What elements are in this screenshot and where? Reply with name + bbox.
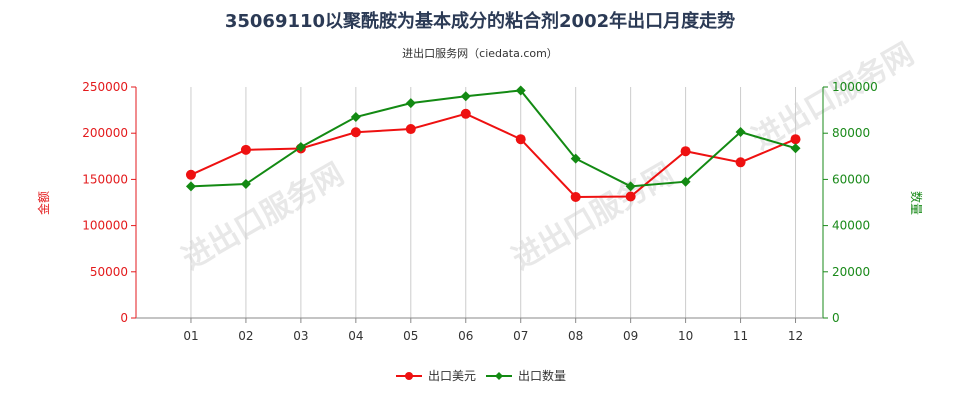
right-tick-label: 20000 (832, 265, 870, 279)
x-tick-label: 10 (678, 329, 693, 343)
data-point (515, 85, 526, 96)
watermark-text: 进出口服务网 (177, 157, 350, 277)
data-point (185, 181, 196, 192)
data-point (570, 191, 581, 202)
right-tick-label: 0 (832, 311, 840, 325)
series (185, 85, 801, 202)
data-point (515, 134, 526, 145)
left-tick-label: 50000 (90, 265, 128, 279)
left-tick-label: 150000 (82, 172, 128, 186)
data-point (185, 169, 196, 180)
legend: 出口美元 出口数量 (396, 368, 566, 383)
x-tick-label: 01 (183, 329, 198, 343)
legend-label: 出口美元 (428, 369, 476, 383)
data-point (405, 124, 416, 135)
series-line (190, 89, 796, 188)
legend-marker (405, 372, 413, 380)
right-tick-label: 100000 (832, 80, 878, 94)
right-tick-label: 80000 (832, 126, 870, 140)
x-tick-label: 03 (293, 329, 308, 343)
data-point (240, 144, 251, 155)
left-axis-label: 金额 (36, 191, 51, 215)
chart-title: 35069110以聚酰胺为基本成分的粘合剂2002年出口月度走势 (225, 10, 735, 32)
x-tick-label: 06 (458, 329, 473, 343)
axes: 0 50000 100000 150000 200000 250000 0 20000 4000… (82, 80, 878, 343)
data-point (240, 179, 251, 190)
x-tick-label: 12 (788, 329, 803, 343)
left-tick-label: 200000 (82, 126, 128, 140)
x-tick-label: 04 (348, 329, 363, 343)
data-point (790, 134, 801, 145)
x-tick-label: 05 (403, 329, 418, 343)
watermark-text: 进出口服务网 (507, 157, 680, 277)
data-point (625, 191, 636, 202)
x-tick-label: 09 (623, 329, 638, 343)
data-point (680, 176, 691, 187)
data-point (350, 112, 361, 123)
series-line (190, 112, 796, 198)
grid (190, 87, 797, 318)
legend-marker (495, 372, 503, 380)
data-point (460, 108, 471, 119)
data-point (570, 153, 581, 164)
data-point (625, 181, 636, 192)
left-tick-label: 0 (120, 311, 128, 325)
series-2 (185, 85, 801, 192)
data-point (295, 142, 306, 153)
right-tick-label: 60000 (832, 172, 870, 186)
data-point (680, 146, 691, 157)
x-tick-label: 08 (568, 329, 583, 343)
left-tick-label: 100000 (82, 219, 128, 233)
x-tick-label: 11 (733, 329, 748, 343)
series-1 (185, 108, 801, 202)
data-point (790, 143, 801, 154)
data-point (460, 91, 471, 102)
data-point (735, 127, 746, 138)
right-tick-label: 40000 (832, 219, 870, 233)
data-point (405, 98, 416, 109)
right-axis-label: 数量 (909, 191, 924, 215)
data-point (735, 157, 746, 168)
left-tick-label: 250000 (82, 80, 128, 94)
x-tick-label: 07 (513, 329, 528, 343)
data-point (350, 127, 361, 138)
x-tick-label: 02 (238, 329, 253, 343)
legend-label: 出口数量 (518, 368, 566, 383)
chart-subtitle: 进出口服务网（ciedata.com） (402, 46, 558, 60)
